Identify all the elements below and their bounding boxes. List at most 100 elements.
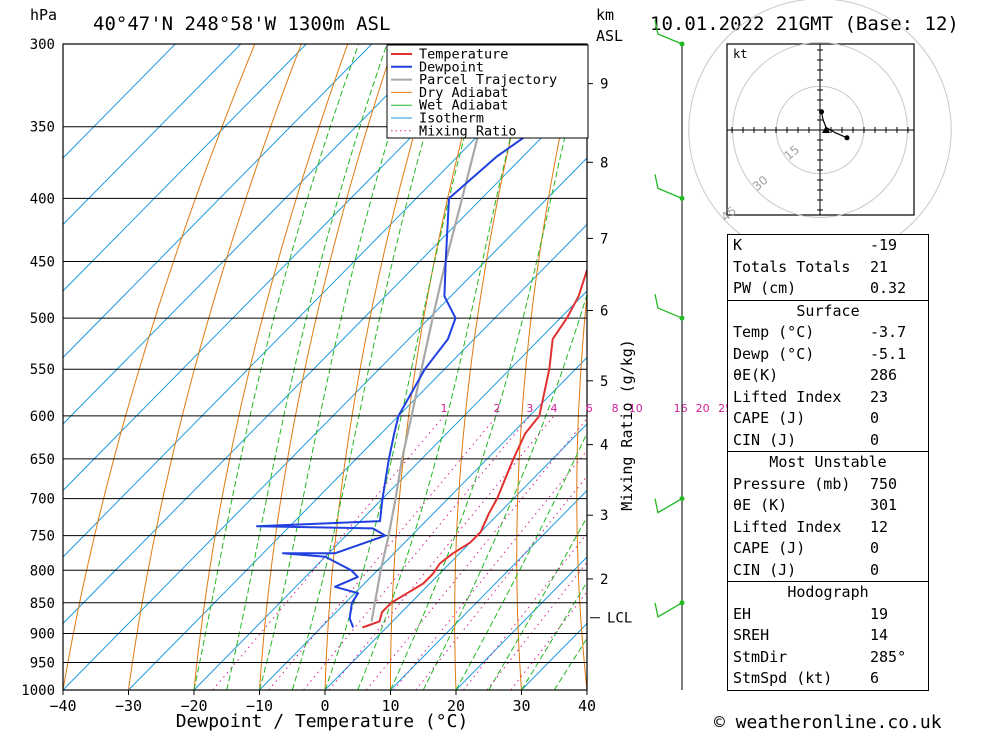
- mixing-ratio-line: [328, 415, 555, 690]
- km-tick-label: 5: [600, 374, 608, 390]
- legend-label: Isotherm: [419, 111, 484, 127]
- isotherm-line: [390, 489, 587, 690]
- x-tick-label: 40: [578, 697, 596, 715]
- isotherm-line: [128, 223, 587, 690]
- wet-adiabat: [488, 516, 587, 690]
- wind-barb: [654, 293, 683, 319]
- mixing-ratio-label: 1: [440, 402, 447, 415]
- lcl-label: LCL: [607, 611, 632, 627]
- mixing-ratio-label: 16: [674, 402, 688, 415]
- mixing-ratio-label: 4: [550, 402, 557, 415]
- mu-row: Pressure (mb) 750: [733, 474, 898, 493]
- pressure-tick-label: 800: [30, 563, 55, 579]
- pressure-tick-label: 450: [30, 255, 55, 271]
- hodograph-point: [819, 109, 824, 115]
- index-row-k: K -19: [733, 236, 898, 254]
- storm-motion-marker: [822, 126, 830, 133]
- surface-row: CIN (J) 0: [733, 430, 880, 449]
- km-tick-label: 2: [600, 572, 608, 588]
- most-unstable-title: Most Unstable: [769, 453, 887, 471]
- asl-label: ASL: [596, 27, 623, 45]
- x-tick-label: −10: [246, 697, 273, 715]
- location-title: 40°47'N 248°58'W 1300m ASL: [93, 13, 390, 35]
- mixing-ratio-label: 10: [629, 402, 643, 415]
- mu-row: θE (K) 301: [733, 496, 898, 514]
- datetime-title: 10.01.2022 21GMT (Base: 12): [650, 13, 959, 35]
- isotherm-line: [63, 44, 242, 226]
- wind-barbs: [654, 19, 685, 618]
- x-tick-label: 20: [447, 697, 465, 715]
- dry-adiabat: [950, 44, 1000, 690]
- wind-barb: [654, 174, 683, 199]
- isotherm-line: [63, 44, 569, 558]
- parcel-trajectory-line: [370, 44, 504, 622]
- x-axis-title: Dewpoint / Temperature (°C): [176, 711, 469, 732]
- mixing-ratio-label: 8: [612, 402, 619, 415]
- isotherm-line: [63, 44, 176, 159]
- dry-adiabat: [691, 44, 719, 690]
- isotherm-line: [63, 44, 373, 359]
- pressure-tick-label: 600: [30, 409, 55, 425]
- x-tick-label: −20: [180, 697, 207, 715]
- mu-row: CIN (J) 0: [733, 560, 880, 579]
- hodo-row: StmDir 285°: [733, 647, 907, 666]
- isotherm-line: [63, 44, 307, 292]
- x-tick-label: 30: [512, 697, 530, 715]
- surface-title: Surface: [796, 301, 860, 320]
- isotherm-line: [63, 44, 504, 492]
- pressure-tick-label: 550: [30, 362, 55, 378]
- isotherm-line: [324, 423, 587, 690]
- isotherm-line: [455, 556, 587, 690]
- axes: 1 2 3 4 6 8 10 16 20 2530035040045050055060065070…: [21, 37, 732, 715]
- dewpoint-line: [256, 59, 587, 628]
- legend-label: Temperature: [419, 47, 508, 63]
- x-tick-label: 0: [320, 697, 329, 715]
- profile-lines: [256, 44, 587, 629]
- surface-row: Dewp (°C) -5.1: [733, 344, 907, 363]
- credit-text: © weatheronline.co.uk: [714, 712, 942, 733]
- pressure-tick-label: 650: [30, 452, 55, 468]
- pressure-tick-label: 500: [30, 311, 55, 327]
- x-tick-label: 10: [381, 697, 399, 715]
- pressure-tick-label: 950: [30, 655, 55, 671]
- pressure-tick-label: 400: [30, 191, 55, 207]
- isotherm-line: [193, 290, 587, 690]
- km-tick-label: 9: [600, 77, 608, 93]
- pressure-tick-label: 850: [30, 596, 55, 612]
- dry-adiabat: [454, 44, 534, 690]
- hodo-row: StmSpd (kt) 6: [733, 669, 880, 687]
- x-tick-label: −40: [49, 697, 76, 715]
- isotherm-line: [63, 90, 587, 625]
- wind-barb: [654, 498, 683, 514]
- mu-row: CAPE (J) 0: [733, 539, 880, 557]
- mixing-ratio-label: 20: [696, 402, 710, 415]
- wind-barb: [654, 19, 683, 45]
- legend-label: Parcel Trajectory: [419, 72, 557, 88]
- pressure-tick-label: 750: [30, 529, 55, 545]
- hodograph-unit-label: kt: [733, 47, 747, 61]
- km-tick-label: 3: [600, 508, 608, 524]
- index-row-tt: Totals Totals 21: [733, 257, 889, 276]
- pressure-tick-label: 700: [30, 492, 55, 508]
- hodograph-title: Hodograph: [787, 583, 869, 601]
- indices-table: K -19 Totals Totals 21 PW (cm) 0.32 Surface…: [727, 234, 929, 691]
- km-label: km: [596, 6, 614, 24]
- isotherm-line: [63, 157, 587, 690]
- wet-adiabat: [422, 292, 587, 690]
- pressure-tick-label: 1000: [21, 683, 55, 699]
- legend-label: Dewpoint: [419, 59, 484, 75]
- pressure-tick-label: 900: [30, 626, 55, 642]
- surface-row: Lifted Index 23: [733, 387, 889, 406]
- legend-label: Mixing Ratio: [419, 123, 517, 139]
- km-tick-label: 8: [600, 155, 608, 171]
- legend-label: Wet Adiabat: [419, 98, 508, 114]
- pressure-tick-label: 350: [30, 120, 55, 136]
- pressure-tick-label: 300: [30, 37, 55, 53]
- dry-adiabat: [635, 44, 673, 690]
- mixing-ratio-label: 6: [586, 402, 593, 415]
- wet-adiabat: [455, 431, 587, 690]
- surface-row: CAPE (J) 0: [733, 409, 880, 427]
